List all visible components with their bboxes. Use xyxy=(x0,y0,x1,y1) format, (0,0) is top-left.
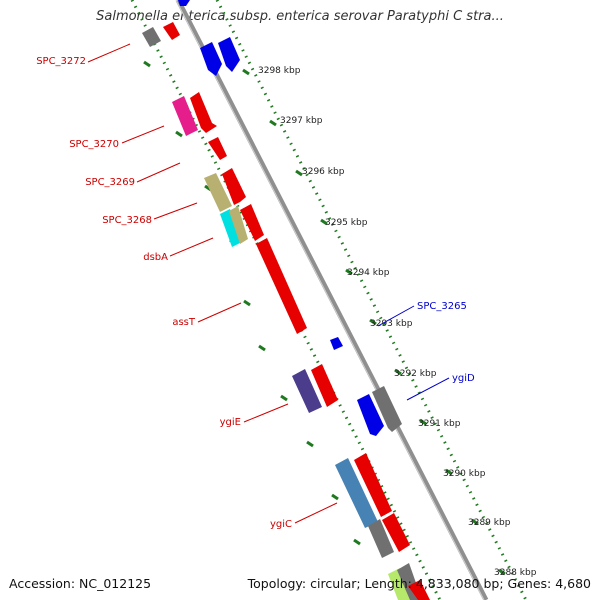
gene-red-9[interactable] xyxy=(408,580,430,600)
scale-label-3290: 3290 kbp xyxy=(443,469,486,479)
gene-label-assT[interactable]: assT xyxy=(172,317,196,328)
outer-scale-ticks xyxy=(242,68,506,576)
gene-blue-small[interactable] xyxy=(330,337,343,350)
gene-gray-1[interactable] xyxy=(142,27,161,47)
genome-title: Salmonella enterica subsp. enterica sero… xyxy=(96,9,504,24)
scale-label-3298: 3298 kbp xyxy=(258,66,301,76)
right-label-leaders xyxy=(377,305,450,401)
scale-label-3294: 3294 kbp xyxy=(347,268,390,278)
accession-label: Accession: NC_012125 xyxy=(9,576,152,591)
gene-blue-1[interactable] xyxy=(200,42,222,76)
scale-label-3295: 3295 kbp xyxy=(325,218,368,228)
gene-blue-3[interactable] xyxy=(357,394,384,436)
gene-red-6[interactable] xyxy=(311,364,338,407)
scale-label-3297: 3297 kbp xyxy=(280,116,323,126)
gene-label-ygiE[interactable]: ygiE xyxy=(220,417,241,428)
scale-label-3288: 3288 kbp xyxy=(494,568,537,578)
inner-scale-ticks xyxy=(143,60,361,546)
gene-red-1[interactable] xyxy=(163,22,180,40)
genome-backbone-highlight xyxy=(175,0,485,600)
gene-steelblue[interactable] xyxy=(335,458,378,528)
gene-red-8[interactable] xyxy=(382,513,410,552)
scale-label-3291: 3291 kbp xyxy=(418,419,461,429)
gene-blue-2[interactable] xyxy=(218,37,240,72)
scale-label-3292: 3292 kbp xyxy=(394,369,437,379)
gene-red-5[interactable] xyxy=(240,204,264,241)
gene-gray-2[interactable] xyxy=(368,519,394,558)
outer-scale-line xyxy=(215,0,528,600)
genome-summary: Topology: circular; Length: 4,833,080 bp… xyxy=(247,576,591,591)
gene-cyan[interactable] xyxy=(220,209,242,247)
gene-label-SPC_3268[interactable]: SPC_3268 xyxy=(102,215,152,226)
gene-red-4[interactable] xyxy=(222,168,246,205)
gene-blue-top[interactable] xyxy=(178,0,190,6)
gene-label-ygiD[interactable]: ygiD xyxy=(452,373,475,384)
gene-red-assT[interactable] xyxy=(256,238,307,334)
genome-backbone xyxy=(175,0,489,600)
scale-label-3293: 3293 kbp xyxy=(370,319,413,329)
gene-red-7[interactable] xyxy=(354,453,392,517)
gene-pink[interactable] xyxy=(172,96,198,136)
gene-gray-right[interactable] xyxy=(372,386,402,432)
left-strand-genes xyxy=(142,22,430,600)
gene-label-SPC_3269[interactable]: SPC_3269 xyxy=(85,177,135,188)
gene-red-3[interactable] xyxy=(208,137,227,160)
gene-label-ygiC[interactable]: ygiC xyxy=(270,519,292,530)
gene-purple[interactable] xyxy=(292,369,322,413)
gene-label-SPC_3265[interactable]: SPC_3265 xyxy=(417,301,467,312)
gene-red-2[interactable] xyxy=(190,92,217,133)
left-label-leaders xyxy=(87,43,338,524)
gene-label-SPC_3270[interactable]: SPC_3270 xyxy=(69,139,119,150)
right-strand-genes xyxy=(178,0,402,436)
scale-label-3296: 3296 kbp xyxy=(302,167,345,177)
scale-label-3289: 3289 kbp xyxy=(468,518,511,528)
gene-lightgreen[interactable] xyxy=(388,568,412,600)
gene-khaki-2[interactable] xyxy=(229,206,248,244)
gene-khaki-1[interactable] xyxy=(204,173,232,212)
gene-label-dsbA[interactable]: dsbA xyxy=(143,252,168,263)
gene-label-SPC_3272[interactable]: SPC_3272 xyxy=(36,56,86,67)
